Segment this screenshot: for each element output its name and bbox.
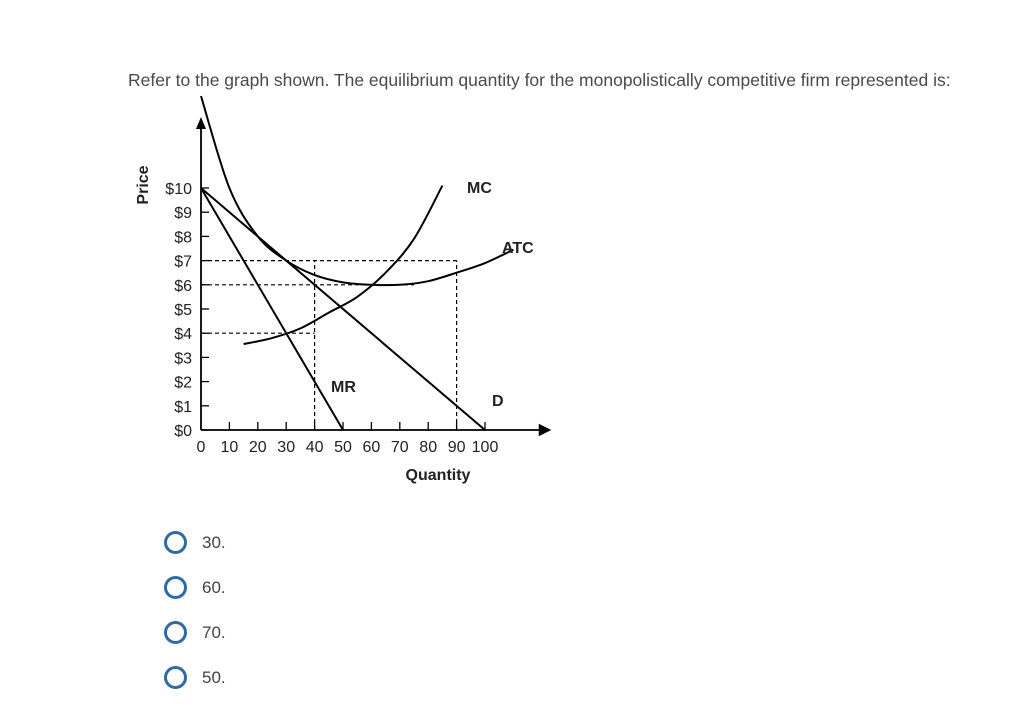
y-tick-label-6: $6 xyxy=(174,278,192,295)
question-text: Refer to the graph shown. The equilibriu… xyxy=(128,70,951,90)
radio-button-3[interactable] xyxy=(164,621,187,644)
y-axis-arrow xyxy=(196,117,206,129)
atc-curve xyxy=(200,95,514,287)
answer-label-3: 70. xyxy=(202,622,226,642)
mc-label: MC xyxy=(467,180,492,197)
y-tick-label-3: $3 xyxy=(174,350,192,367)
x-tick-label-0: 0 xyxy=(197,439,206,456)
mr-label: MR xyxy=(331,379,356,396)
answer-choice-2[interactable]: 60. xyxy=(164,565,226,610)
mc-curve xyxy=(243,185,444,346)
answer-label-4: 50. xyxy=(202,667,226,687)
x-tick-label-20: 20 xyxy=(249,439,267,456)
answer-label-2: 60. xyxy=(202,577,226,597)
x-tick-label-50: 50 xyxy=(334,439,352,456)
mr-curve xyxy=(200,187,344,431)
atc-label: ATC xyxy=(502,240,534,257)
y-tick-label-1: $1 xyxy=(174,399,192,416)
y-axis-label: Price xyxy=(135,165,152,204)
y-tick-label-7: $7 xyxy=(174,254,192,271)
radio-button-1[interactable] xyxy=(164,531,187,554)
answer-choice-4[interactable]: 50. xyxy=(164,655,226,700)
x-tick-label-100: 100 xyxy=(472,439,499,456)
x-tick-label-60: 60 xyxy=(363,439,381,456)
x-tick-label-70: 70 xyxy=(391,439,409,456)
y-tick-label-0: $0 xyxy=(174,423,192,440)
y-tick-label-9: $9 xyxy=(174,205,192,222)
answer-choice-3[interactable]: 70. xyxy=(164,610,226,655)
radio-button-4[interactable] xyxy=(164,666,187,689)
y-tick-label-10: $10 xyxy=(165,181,192,198)
radio-button-2[interactable] xyxy=(164,576,187,599)
x-axis-label: Quantity xyxy=(406,467,471,484)
x-tick-label-10: 10 xyxy=(221,439,239,456)
answer-choices: 30. 60. 70. 50. xyxy=(164,520,226,700)
answer-label-1: 30. xyxy=(202,532,226,552)
d-curve xyxy=(200,187,486,431)
answer-choice-1[interactable]: 30. xyxy=(164,520,226,565)
y-tick-label-4: $4 xyxy=(174,326,192,343)
y-tick-label-5: $5 xyxy=(174,302,192,319)
y-tick-label-8: $8 xyxy=(174,229,192,246)
y-tick-label-2: $2 xyxy=(174,375,192,392)
x-tick-label-80: 80 xyxy=(419,439,437,456)
x-tick-label-40: 40 xyxy=(306,439,324,456)
x-tick-label-30: 30 xyxy=(277,439,295,456)
d-label: D xyxy=(492,393,504,410)
x-tick-label-90: 90 xyxy=(448,439,466,456)
